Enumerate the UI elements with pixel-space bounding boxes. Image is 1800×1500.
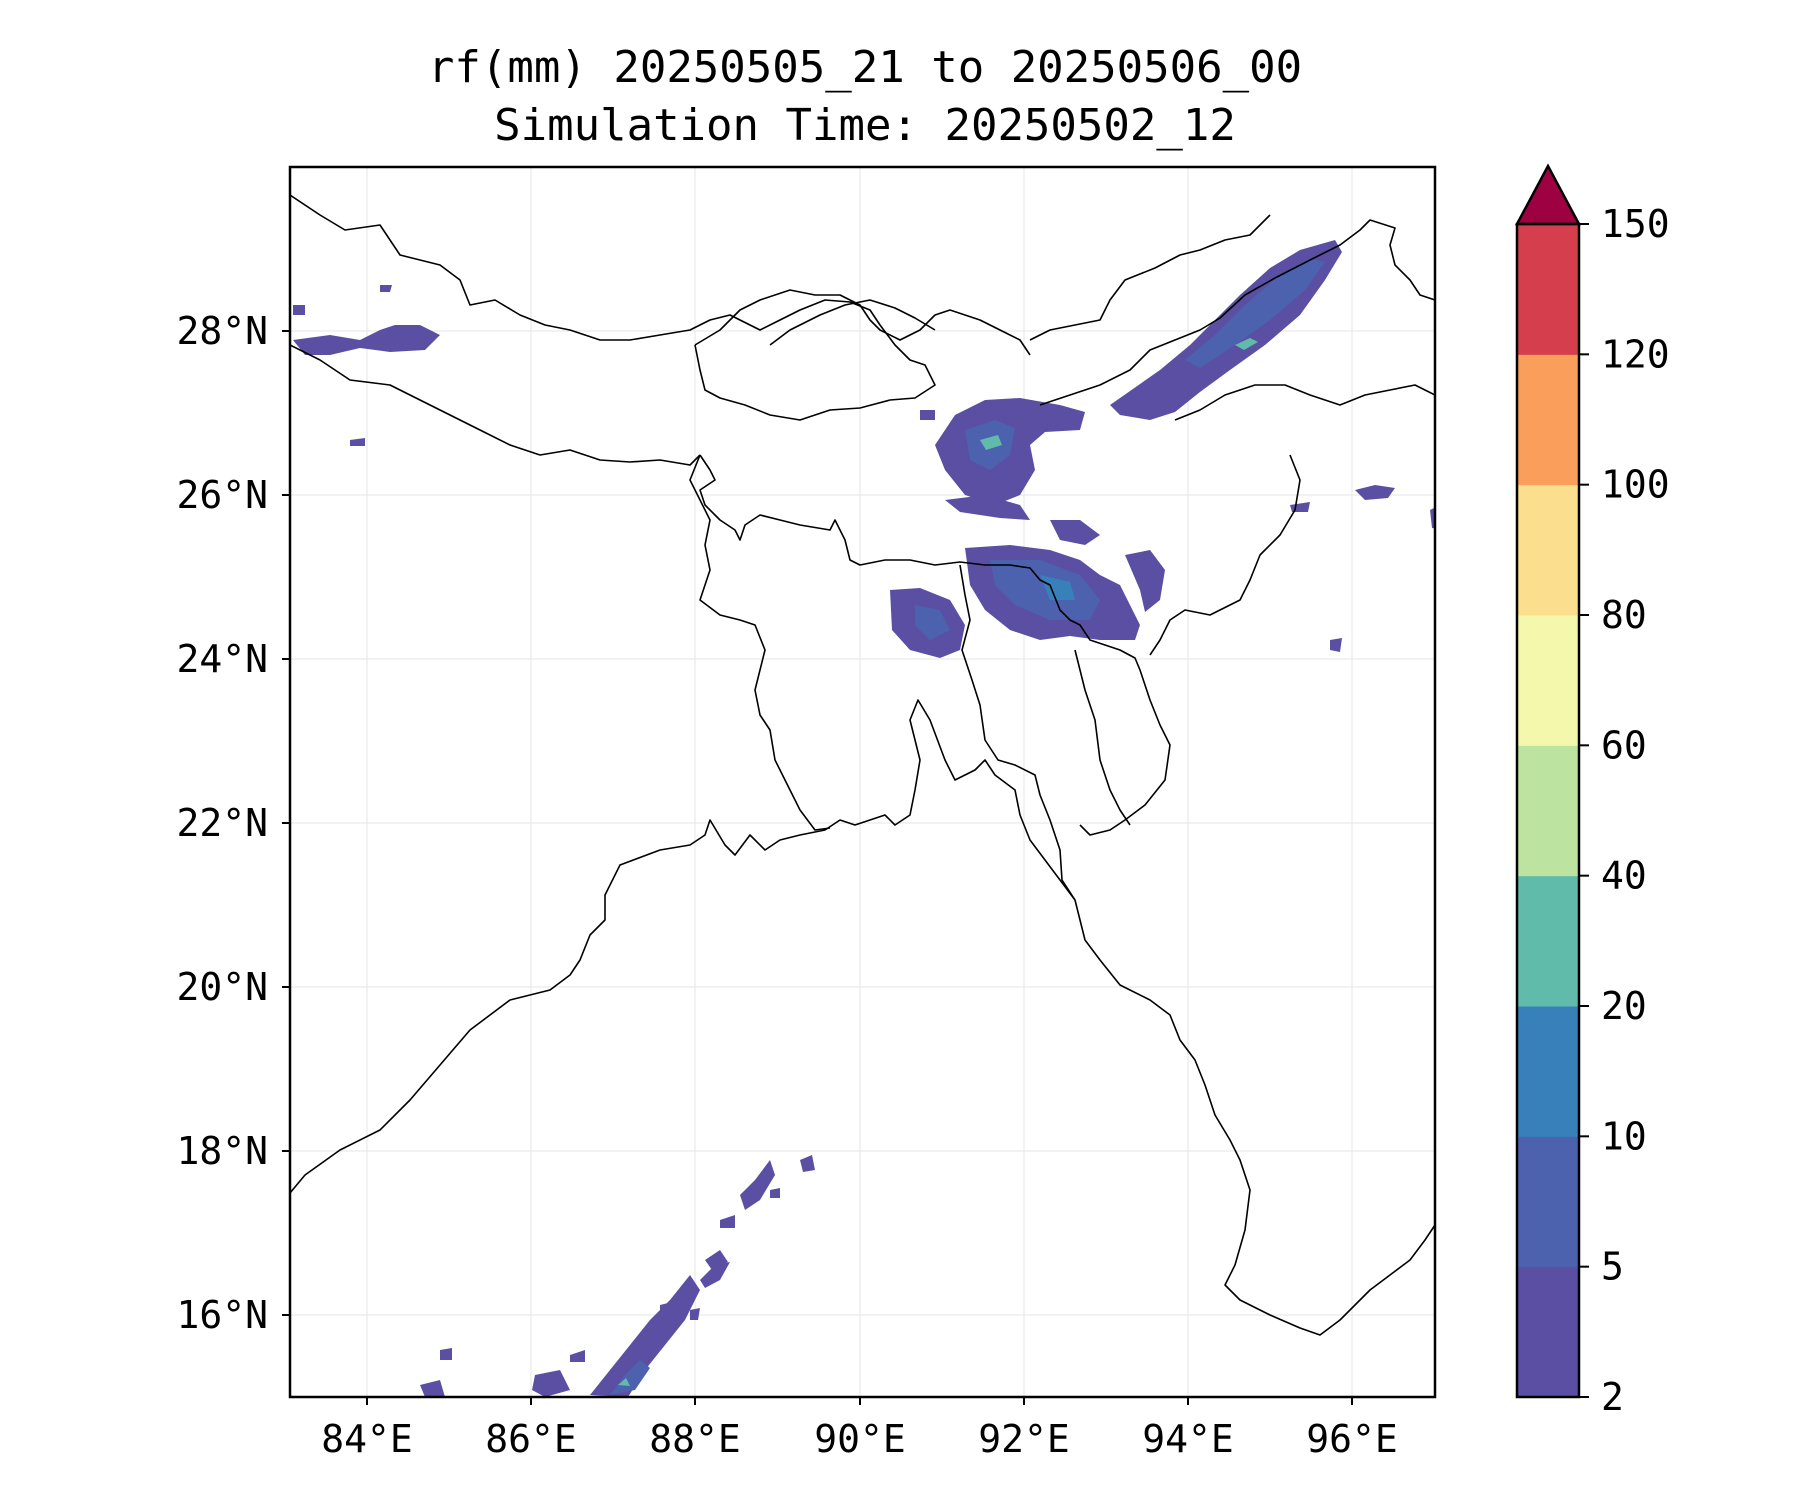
colorbar-extend-arrow <box>1514 163 1582 226</box>
rain-patch <box>800 1155 815 1172</box>
lon-tick-label: 86°E <box>485 1417 577 1461</box>
rain-patch <box>1355 485 1395 500</box>
colorbar-tick-label: 120 <box>1601 332 1670 376</box>
rain-patch <box>700 1262 730 1288</box>
rain-patch <box>440 1348 452 1360</box>
colorbar-segment <box>1517 1006 1579 1137</box>
rain-patch <box>570 1350 585 1362</box>
rain-patch <box>945 495 1030 520</box>
colorbar-tick-label: 100 <box>1601 463 1670 507</box>
rain-patch <box>532 1370 570 1397</box>
lat-tick-label: 16°N <box>176 1293 268 1337</box>
lon-tick-label: 94°E <box>1142 1417 1234 1461</box>
colorbar-segment <box>1517 1136 1579 1268</box>
rain-patch <box>293 305 305 315</box>
colorbar-segment <box>1517 875 1579 1007</box>
lon-tick-label: 96°E <box>1306 1417 1398 1461</box>
rain-patch <box>293 325 440 355</box>
lat-tick-label: 28°N <box>176 309 268 353</box>
colorbar-segment <box>1517 224 1579 355</box>
lon-tick-label: 84°E <box>321 1417 413 1461</box>
lat-tick-label: 22°N <box>176 801 268 845</box>
map-subtitle: Simulation Time: 20250502_12 <box>494 100 1236 151</box>
rain-patch <box>1185 258 1325 368</box>
rain-patch <box>610 1360 650 1395</box>
colorbar-segment <box>1517 1266 1579 1398</box>
colorbar-segment <box>1517 615 1579 746</box>
coastlines-and-borders <box>290 194 1435 1336</box>
lon-tick-label: 92°E <box>978 1417 1070 1461</box>
rain-patch <box>770 1188 780 1198</box>
colorbar-frame <box>1515 222 1581 1399</box>
rain-patch <box>590 1275 700 1397</box>
rain-patch <box>1330 638 1342 652</box>
rain-patch <box>740 1160 775 1210</box>
gridlines <box>290 167 1435 1397</box>
colorbar-segment <box>1517 354 1579 486</box>
rain-patch <box>1125 550 1165 612</box>
colorbar-segment <box>1517 484 1579 616</box>
lon-tick-label: 88°E <box>649 1417 741 1461</box>
rain-patch <box>720 1215 735 1228</box>
colorbar-tick-label: 10 <box>1601 1114 1647 1158</box>
colorbar-tick-label: 60 <box>1601 723 1647 767</box>
rain-patch <box>705 1250 728 1270</box>
rain-patch <box>920 410 935 420</box>
map-frame <box>288 165 1437 1399</box>
colorbar-tick-label: 40 <box>1601 854 1647 898</box>
lon-tick-labels: 84°E 86°E 88°E 90°E 92°E 94°E 96°E <box>321 1417 1398 1461</box>
lat-tick-label: 26°N <box>176 473 268 517</box>
colorbar-tick-label: 5 <box>1601 1245 1624 1289</box>
rain-patch <box>1040 575 1075 600</box>
rain-patch <box>990 560 1100 620</box>
map-title: rf(mm) 20250505_21 to 20250506_00 <box>427 42 1303 93</box>
rain-patch <box>380 285 392 292</box>
colorbar-tick-label: 150 <box>1601 202 1670 246</box>
rain-patch <box>1290 502 1310 512</box>
colorbar-tick-label: 2 <box>1601 1375 1624 1419</box>
rain-patch <box>690 1308 700 1320</box>
lat-tick-label: 18°N <box>176 1129 268 1173</box>
rain-patch <box>980 435 1002 450</box>
rain-patch <box>660 1302 672 1315</box>
rain-patch <box>915 605 950 640</box>
colorbar: 2 5 10 20 40 60 80 100 120 150 <box>1514 163 1670 1419</box>
lat-tick-labels: 16°N 18°N 20°N 22°N 24°N 26°N 28°N <box>176 309 268 1337</box>
rain-patch <box>1430 507 1435 529</box>
axis-ticks <box>282 330 1353 1405</box>
rain-patch <box>350 438 365 446</box>
colorbar-tick-label: 80 <box>1601 593 1647 637</box>
lon-tick-label: 90°E <box>814 1417 906 1461</box>
lat-tick-label: 24°N <box>176 637 268 681</box>
colorbar-segment <box>1517 745 1579 877</box>
rain-patch <box>618 1378 630 1386</box>
rain-patch <box>1050 520 1100 545</box>
lat-tick-label: 20°N <box>176 965 268 1009</box>
colorbar-tick-label: 20 <box>1601 984 1647 1028</box>
rainfall-contours <box>293 240 1435 1397</box>
rain-patch <box>1235 338 1258 350</box>
rain-patch <box>420 1380 445 1397</box>
